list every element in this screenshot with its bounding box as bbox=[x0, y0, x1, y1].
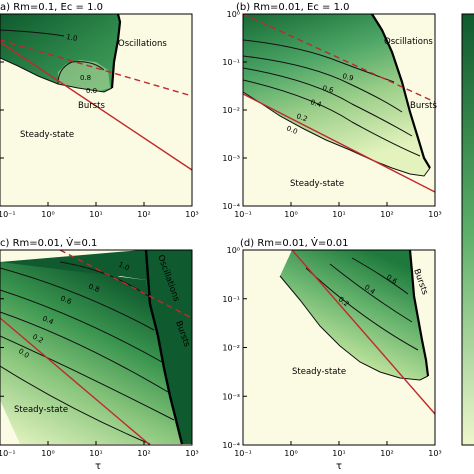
panel-c-red-line bbox=[0, 317, 151, 445]
panel-c-x-tick-label: 10⁻¹ bbox=[0, 449, 16, 458]
panel-a-contour-label-1: 1.0 bbox=[66, 33, 78, 43]
panel-d-contour-0.6 bbox=[351, 257, 409, 295]
panel-c-gradient-region bbox=[0, 262, 182, 444]
panel-b-contour-label-3: 0.4 bbox=[309, 98, 322, 109]
panel-b-y-tick-label: 10⁰ bbox=[227, 10, 240, 19]
panel-a-contour-1.0 bbox=[0, 29, 65, 37]
panel-c-x-axis-label: τ bbox=[95, 461, 101, 472]
panel-a-dashed-line bbox=[0, 39, 192, 97]
panel-a-contour-label-3: 0.0 bbox=[86, 87, 97, 95]
panel-c-steady-label: Steady-state bbox=[14, 405, 68, 415]
panel-b-contour-0.9 bbox=[243, 39, 395, 83]
panel-b-x-tick-label: 10⁻¹ bbox=[234, 210, 252, 219]
panel-c-contour-label-2: 0.8 bbox=[87, 282, 100, 294]
panel-d: (d) Rm=0.01, V̇=0.01 Bursts Steady-state… bbox=[240, 236, 436, 446]
panel-c-x-tick-label: 10² bbox=[137, 449, 150, 458]
panel-b: (b) Rm=0.01, Ec = 1.0 Oscillations Burst… bbox=[236, 2, 437, 207]
panel-b-x-tick-label: 10² bbox=[380, 210, 393, 219]
panel-c-boundary bbox=[144, 250, 184, 445]
panel-a-oscillations-label: Oscillations bbox=[118, 39, 167, 49]
panel-d-x-tick-label: 10⁰ bbox=[284, 449, 297, 458]
panel-c-contour-0.4 bbox=[0, 311, 169, 393]
panel-a-x-tick-label: 10³ bbox=[185, 210, 198, 219]
panel-b-contour-0.2 bbox=[243, 79, 421, 157]
panel-c-x-tick-label: 10⁰ bbox=[41, 449, 54, 458]
panel-c-x-tick-label: 10³ bbox=[185, 449, 198, 458]
panel-a-contour-label-2: 0.8 bbox=[80, 74, 91, 82]
panel-a-contour-0.0 bbox=[0, 57, 113, 93]
panel-b-y-tick-label: 10⁻² bbox=[222, 106, 240, 115]
panel-d-steady-label: Steady-state bbox=[292, 367, 346, 377]
panel-b-contour-label-2: 0.6 bbox=[322, 84, 335, 95]
panel-c-title: c) Rm=0.01, V̇=0.1 bbox=[0, 236, 97, 249]
panel-d-x-tick-label: 10³ bbox=[428, 449, 441, 458]
panel-b-y-tick-label: 10⁻³ bbox=[222, 154, 240, 163]
panel-c-dashed-line bbox=[59, 250, 192, 319]
panel-a-boundary bbox=[110, 14, 122, 89]
panel-a-title: a) Rm=0.1, Ec = 1.0 bbox=[0, 2, 103, 13]
panel-b-oscillations-label: Oscillations bbox=[384, 37, 433, 47]
panel-a-x-tick-label: 10⁻¹ bbox=[0, 210, 16, 219]
panel-d-x-tick-label: 10² bbox=[380, 449, 393, 458]
panel-d-red-line bbox=[291, 250, 435, 415]
panel-a-red-line bbox=[0, 41, 192, 171]
panel-c-contour-0.8 bbox=[0, 267, 155, 331]
panel-d-y-tick-label: 10⁻³ bbox=[222, 392, 240, 401]
panel-d-x-axis-label: τ bbox=[336, 461, 342, 472]
panel-b-steady-label: Steady-state bbox=[290, 179, 344, 189]
panel-c-contour-0.2 bbox=[0, 335, 175, 421]
panel-a-contour-0.8 bbox=[57, 61, 105, 85]
axes: 10⁻¹ 10⁰ 10¹ 10² 10³ 10⁻¹ 10⁰ 10¹ 10² 10³ 10⁻⁴ 10⁻³… bbox=[0, 10, 442, 472]
panel-a-x-tick-label: 10¹ bbox=[89, 210, 102, 219]
panel-d-x-tick-label: 10¹ bbox=[332, 449, 345, 458]
panel-b-red-line bbox=[243, 93, 435, 193]
panel-b-contour-0.4 bbox=[243, 67, 413, 137]
panel-a-x-tick-label: 10⁰ bbox=[41, 210, 54, 219]
panel-c-contour-0.6 bbox=[0, 289, 163, 363]
panel-b-contour-label-4: 0.2 bbox=[295, 112, 308, 123]
panel-c-x-tick-label: 10¹ bbox=[89, 449, 102, 458]
panel-c-contour-0.0 bbox=[0, 365, 151, 445]
panel-d-x-tick-label: 10⁻¹ bbox=[234, 449, 252, 458]
panel-b-x-tick-label: 10⁰ bbox=[284, 210, 297, 219]
panel-b-x-tick-label: 10³ bbox=[428, 210, 441, 219]
panel-a-x-tick-label: 10² bbox=[137, 210, 150, 219]
panel-b-contour-label-5: 0.0 bbox=[285, 124, 298, 136]
panel-d-y-tick-label: 10⁻⁴ bbox=[222, 441, 240, 450]
panel-b-x-tick-label: 10¹ bbox=[332, 210, 345, 219]
panel-b-contour-0.0 bbox=[243, 91, 431, 177]
panel-b-contour-0.6 bbox=[243, 55, 403, 113]
panel-d-title: (d) Rm=0.01, V̇=0.01 bbox=[240, 236, 349, 249]
panel-d-contour-outline bbox=[279, 275, 429, 381]
panel-c: c) Rm=0.01, V̇=0.1 Oscillations Bursts S… bbox=[0, 236, 193, 446]
panel-b-bursts-label: Bursts bbox=[410, 101, 437, 111]
panel-b-boundary bbox=[371, 14, 431, 169]
panel-d-contour-0.4 bbox=[329, 263, 413, 323]
panel-d-y-tick-label: 10⁻¹ bbox=[222, 295, 240, 304]
panel-b-y-tick-label: 10⁻⁴ bbox=[222, 202, 240, 211]
panel-b-dashed-line bbox=[243, 14, 435, 103]
panel-d-boundary bbox=[408, 250, 430, 377]
panel-a: a) Rm=0.1, Ec = 1.0 Oscillations Bursts … bbox=[0, 2, 193, 207]
panel-b-contour-label-1: 0.9 bbox=[342, 72, 355, 82]
panel-b-title: (b) Rm=0.01, Ec = 1.0 bbox=[236, 2, 349, 13]
panel-c-contour-label-3: 0.6 bbox=[59, 294, 73, 306]
panel-b-y-tick-label: 10⁻¹ bbox=[222, 58, 240, 67]
panel-b-region bbox=[243, 14, 430, 176]
panel-a-bursts-label: Bursts bbox=[78, 101, 105, 111]
panel-c-contour-label-1: 1.0 bbox=[117, 261, 130, 273]
panel-d-y-tick-label: 10⁰ bbox=[227, 246, 240, 255]
panel-d-y-tick-label: 10⁻² bbox=[222, 344, 240, 353]
colorbar bbox=[461, 13, 474, 446]
panel-a-steady-label: Steady-state bbox=[20, 130, 74, 140]
